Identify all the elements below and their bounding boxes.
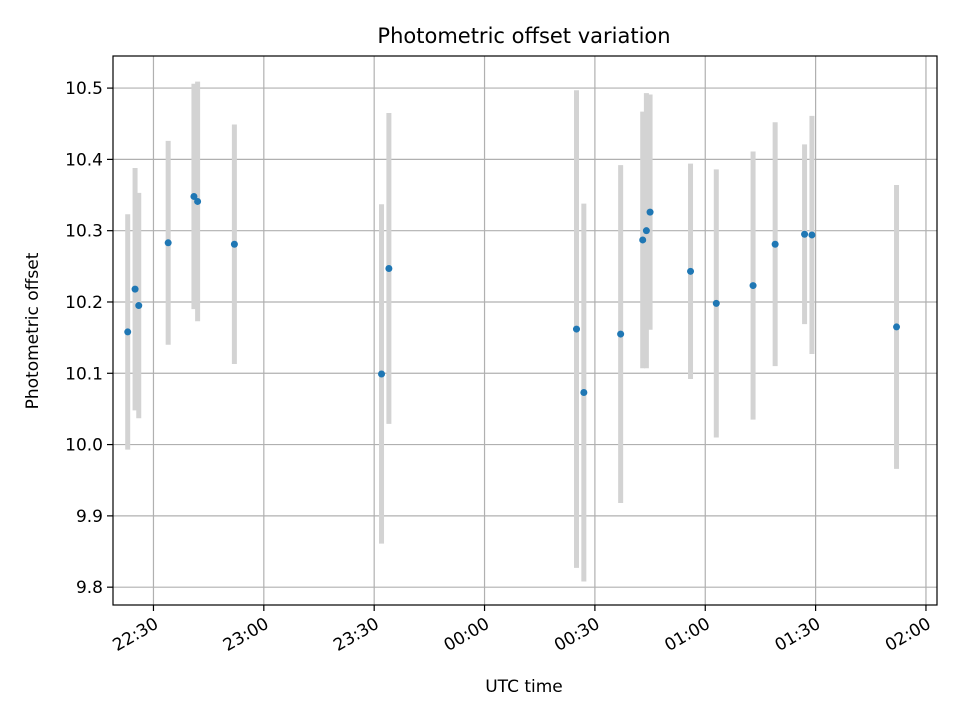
x-tick-label: 23:00: [220, 614, 272, 656]
plot-frame: [112, 55, 938, 606]
y-tick-label: 10.4: [65, 150, 103, 170]
data-point: [642, 227, 650, 235]
grid-lines: [113, 56, 937, 605]
y-tick-label: 10.1: [65, 364, 103, 384]
x-tick-label: 00:30: [551, 614, 603, 656]
data-point: [617, 330, 625, 338]
data-point: [808, 231, 816, 239]
data-point: [378, 370, 386, 378]
y-tick-label: 9.9: [76, 507, 103, 527]
chart-title: Photometric offset variation: [377, 24, 670, 48]
x-axis-ticks: 22:30 23:00 23:30 00:00 00:30 01:00 01:30 02:00: [110, 605, 934, 656]
data-point: [771, 240, 779, 248]
data-point: [749, 282, 757, 290]
y-tick-label: 10.5: [65, 79, 103, 99]
y-axis-title: Photometric offset: [23, 252, 43, 409]
error-bars: [125, 81, 900, 582]
x-tick-label: 01:00: [661, 614, 713, 656]
data-point: [801, 230, 809, 238]
x-tick-label: 00:00: [441, 614, 493, 656]
data-point: [164, 239, 172, 247]
x-tick-label: 02:00: [882, 614, 934, 656]
data-point: [135, 302, 143, 310]
data-point: [573, 325, 580, 333]
data-point: [712, 299, 720, 307]
x-tick-label: 01:30: [772, 614, 824, 656]
data-point: [124, 328, 132, 336]
data-points: [124, 192, 901, 397]
x-axis-title: UTC time: [485, 677, 563, 697]
y-tick-label: 10.0: [65, 436, 103, 456]
data-point: [893, 323, 901, 331]
y-tick-label: 10.2: [65, 293, 103, 313]
data-point: [385, 264, 393, 272]
data-point: [639, 236, 647, 244]
data-point: [580, 389, 588, 397]
data-point: [131, 285, 139, 293]
y-tick-label: 10.3: [65, 222, 103, 242]
y-axis-ticks: 9.8 9.9 10.0 10.1 10.2 10.3 10.4 10.5: [65, 79, 113, 598]
data-point: [646, 208, 654, 216]
data-point: [687, 267, 695, 275]
x-tick-label: 22:30: [110, 614, 162, 656]
data-point: [230, 240, 238, 248]
data-point: [194, 197, 202, 205]
y-tick-label: 9.8: [76, 578, 103, 598]
x-tick-label: 23:30: [330, 614, 382, 656]
data-point: [190, 192, 198, 200]
